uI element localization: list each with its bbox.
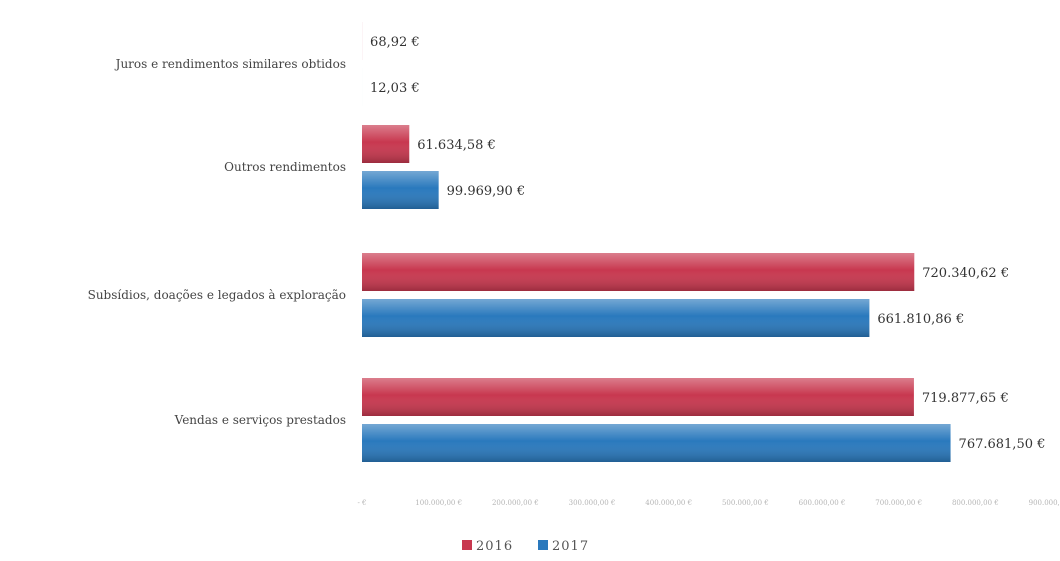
x-tick-label-4: 400.000,00 €	[645, 499, 692, 507]
legend-swatch-2017	[538, 540, 548, 550]
category-label-1: Outros rendimentos	[224, 160, 346, 174]
x-tick-label-1: 100.000,00 €	[415, 499, 462, 507]
value-label-2016-3: 719.877,65 €	[922, 391, 1009, 406]
value-label-2017-0: 12,03 €	[370, 81, 420, 96]
legend-label-2016: 2016	[476, 539, 513, 554]
value-label-2017-3: 767.681,50 €	[959, 437, 1046, 452]
value-label-2016-2: 720.340,62 €	[922, 266, 1009, 281]
bar-shade-2017-3	[362, 424, 951, 462]
bar-shade-2016-1	[362, 125, 409, 163]
x-tick-label-9: 900.000,00 €	[1029, 499, 1060, 507]
x-axis: - € 100.000,00 € 200.000,00 € 300.000,00 € 4…	[357, 499, 1060, 507]
bar-shade-2017-1	[362, 171, 439, 209]
bar-shade-2017-2	[362, 299, 869, 337]
bar-shade-2016-3	[362, 378, 914, 416]
x-tick-label-7: 700.000,00 €	[875, 499, 922, 507]
value-label-2017-1: 99.969,90 €	[447, 184, 526, 199]
legend-label-2017: 2017	[552, 539, 589, 554]
x-tick-label-8: 800.000,00 €	[952, 499, 999, 507]
legend-swatch-2016	[462, 540, 472, 550]
value-label-2016-1: 61.634,58 €	[417, 138, 496, 153]
x-tick-label-0: - €	[357, 499, 366, 507]
value-label-2017-2: 661.810,86 €	[877, 312, 964, 327]
x-tick-label-6: 600.000,00 €	[799, 499, 846, 507]
category-label-0: Juros e rendimentos similares obtidos	[114, 57, 346, 71]
value-label-2016-0: 68,92 €	[370, 35, 420, 50]
category-labels-layer: Juros e rendimentos similares obtidos Out…	[88, 57, 346, 427]
category-label-3: Vendas e serviços prestados	[174, 413, 346, 427]
category-label-2: Subsídios, doações e legados à exploraçã…	[88, 288, 346, 302]
bar-shade-2016-2	[362, 253, 914, 291]
bars-layer	[362, 22, 951, 462]
x-tick-label-2: 200.000,00 €	[492, 499, 539, 507]
x-tick-label-3: 300.000,00 €	[569, 499, 616, 507]
legend: 2016 2017	[462, 539, 589, 554]
x-tick-label-5: 500.000,00 €	[722, 499, 769, 507]
